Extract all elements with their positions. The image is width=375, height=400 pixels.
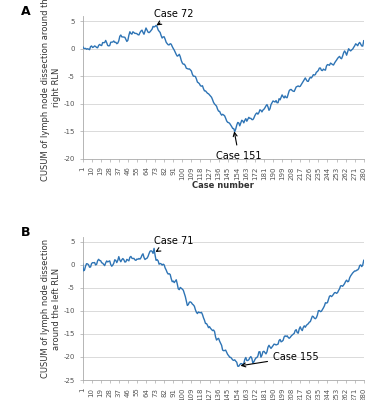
Text: B: B — [21, 226, 30, 239]
Text: Case 155: Case 155 — [242, 352, 319, 367]
Y-axis label: CUSUM of lymph node dissection around the
right RLN: CUSUM of lymph node dissection around th… — [41, 0, 61, 181]
Text: A: A — [21, 4, 30, 18]
Y-axis label: CUSUM of lymph node dissection
around the left RLN: CUSUM of lymph node dissection around th… — [41, 239, 61, 378]
Text: Case 151: Case 151 — [216, 132, 261, 160]
Text: Case 72: Case 72 — [154, 9, 194, 25]
X-axis label: Case number: Case number — [192, 181, 254, 190]
Text: Case 71: Case 71 — [153, 236, 193, 251]
